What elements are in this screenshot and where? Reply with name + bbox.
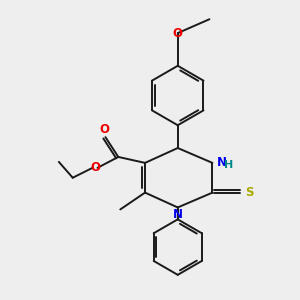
Text: N: N bbox=[173, 208, 183, 221]
Text: H: H bbox=[224, 160, 234, 170]
Text: O: O bbox=[173, 27, 183, 40]
Text: O: O bbox=[91, 161, 100, 174]
Text: N: N bbox=[216, 156, 226, 170]
Text: S: S bbox=[245, 186, 254, 199]
Text: O: O bbox=[99, 123, 110, 136]
